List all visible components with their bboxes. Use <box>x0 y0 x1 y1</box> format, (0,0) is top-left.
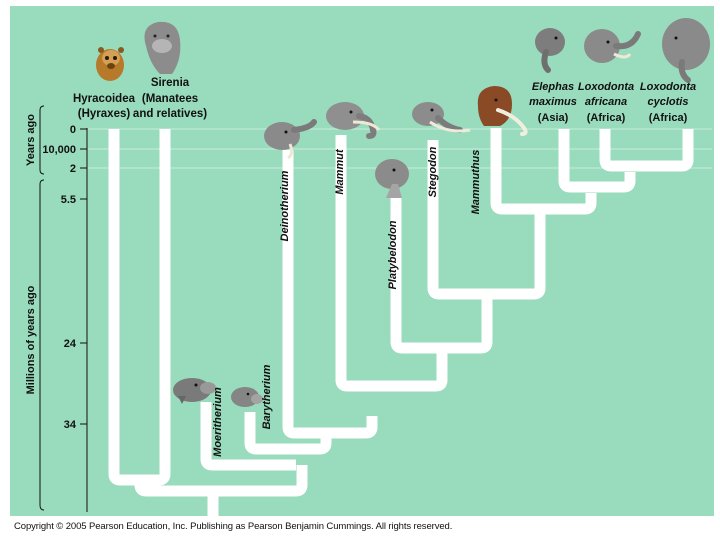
manatee-icon <box>144 21 181 74</box>
branch-mammut <box>335 135 448 392</box>
tick-label-2: 2 <box>70 163 76 175</box>
branch-stegodon <box>427 140 546 300</box>
label-platybelodon: Platybelodon <box>387 220 399 289</box>
copyright-notice: Copyright © 2005 Pearson Education, Inc.… <box>14 521 453 532</box>
hyracoidea-common: (Hyraxes) <box>78 108 131 120</box>
sirenia-name: Sirenia <box>151 77 190 89</box>
elephas-species: maximus <box>529 96 577 108</box>
label-stegodon: Stegodon <box>427 146 439 197</box>
vertical-labels: Moeritherium Barytherium Deinotherium Ma… <box>212 146 482 456</box>
years-ago-label: Years ago <box>25 114 37 166</box>
label-deinotherium: Deinotherium <box>279 170 291 241</box>
branch-loxodonta <box>599 129 694 172</box>
label-sirenia: Sirenia (Manatees and relatives) <box>133 77 207 120</box>
african-elephant-icon <box>584 29 641 63</box>
loxodonta-africana-region: (Africa) <box>587 112 626 124</box>
loxodonta-africana-species: africana <box>585 96 627 108</box>
elephas-genus: Elephas <box>532 81 574 93</box>
hyracoidea-name: Hyracoidea <box>73 93 136 105</box>
forest-elephant-icon <box>662 18 710 83</box>
loxodonta-cyclotis-species: cyclotis <box>648 96 689 108</box>
label-loxodonta-cyclotis: Loxodonta cyclotis (Africa) <box>640 81 696 124</box>
time-axis: 0 10,000 2 5.5 24 34 Years ago Millions … <box>25 105 88 512</box>
stegodon-icon <box>412 102 471 133</box>
mammoth-icon <box>477 86 528 136</box>
label-moeritherium: Moeritherium <box>212 387 224 457</box>
loxodonta-cyclotis-genus: Loxodonta <box>640 81 696 93</box>
branch-barytherium-clade <box>244 412 332 455</box>
sirenia-common-1: (Manatees <box>142 93 198 105</box>
millions-ago-label: Millions of years ago <box>25 285 37 394</box>
branch-elephas <box>558 129 636 193</box>
label-loxodonta-africana: Loxodonta africana (Africa) <box>578 81 634 124</box>
hyrax-icon <box>96 47 124 81</box>
phylogenetic-tree <box>108 128 694 516</box>
label-hyracoidea: Hyracoidea (Hyraxes) <box>73 93 136 120</box>
tick-label-34: 34 <box>64 419 77 431</box>
tick-label-10000: 10,000 <box>42 144 76 156</box>
branch-mammuthus <box>490 128 597 215</box>
tick-label-0: 0 <box>70 124 76 136</box>
deinotherium-icon <box>264 119 317 160</box>
years-bracket <box>39 105 45 175</box>
asian-elephant-icon <box>535 28 565 73</box>
label-mammut: Mammut <box>334 148 346 195</box>
sirenia-common-2: and relatives) <box>133 108 207 120</box>
millions-bracket <box>39 179 45 511</box>
moeritherium-icon <box>173 378 216 404</box>
loxodonta-cyclotis-region: (Africa) <box>649 112 688 124</box>
branch-basal-split <box>134 465 308 497</box>
elephas-region: (Asia) <box>538 112 569 124</box>
tick-label-5-5: 5.5 <box>61 194 76 206</box>
label-mammuthus: Mammuthus <box>470 150 482 215</box>
branch-deinotherium <box>282 150 378 439</box>
label-barytherium: Barytherium <box>261 364 273 429</box>
tick-label-24: 24 <box>64 338 77 350</box>
label-elephas: Elephas maximus (Asia) <box>529 81 577 124</box>
mammut-icon <box>326 102 381 139</box>
loxodonta-africana-genus: Loxodonta <box>578 81 634 93</box>
platybelodon-icon <box>375 159 409 198</box>
branch-moeritherium <box>200 402 296 471</box>
barytherium-icon <box>231 387 263 407</box>
branch-platybelodon <box>390 198 493 354</box>
